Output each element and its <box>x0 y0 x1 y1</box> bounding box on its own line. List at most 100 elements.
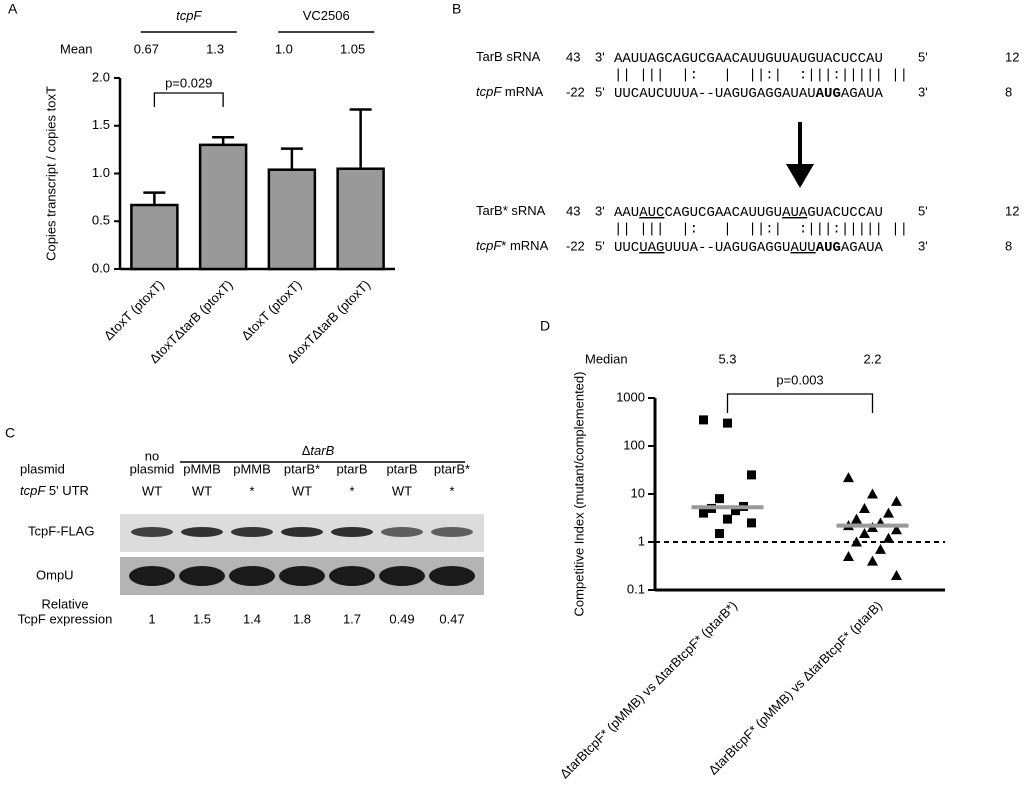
panel-label: D <box>540 318 550 334</box>
median-title: Median <box>585 351 628 366</box>
text-segment: AGAUA <box>841 240 884 256</box>
prime-end: 5' <box>918 203 928 218</box>
point <box>715 529 724 539</box>
y-tick-label: 1000 <box>616 389 645 404</box>
text-segment: 5' UTR <box>45 483 89 498</box>
median-label: 5.3 <box>718 351 736 366</box>
point <box>867 555 878 566</box>
sequence: UUCUAGUUUA--UAGUGAGGUAUUAUGAGAUA <box>614 240 884 256</box>
bar <box>130 203 179 271</box>
y-tick-label: 0.1 <box>627 581 645 596</box>
sequence: AAUAUCCAGUCGAACAUUGUAUAGUACUCCAU <box>614 205 883 221</box>
point <box>891 570 902 581</box>
expression-value: 0.49 <box>389 611 414 626</box>
lane-utr: * <box>249 483 254 498</box>
annotation: p=0.003 <box>776 372 823 387</box>
lane-utr: * <box>449 483 454 498</box>
prime-start: 5' <box>595 84 605 99</box>
position-start: -22 <box>566 238 585 253</box>
text-segment: UUCAUCUUUA--UAGUGAGGAUAU <box>614 86 816 102</box>
point <box>891 495 902 506</box>
text-segment: AUG <box>816 240 841 256</box>
rna-name: TarB* sRNA <box>476 203 546 218</box>
position-end: 12 <box>1005 49 1019 64</box>
text-segment: AUA <box>782 205 808 221</box>
point <box>851 513 862 524</box>
rna-name: tcpF mRNA <box>476 84 544 99</box>
rna-name: tcpF* mRNA <box>476 238 549 253</box>
ompu-band <box>129 566 175 586</box>
bar <box>267 168 317 271</box>
lane-plasmid: ptarB <box>336 461 367 476</box>
text-segment: tcpF <box>476 84 502 99</box>
annotation: p=0.029 <box>165 75 212 90</box>
row-label: tcpF 5' UTR <box>20 483 89 498</box>
point <box>843 472 854 483</box>
point <box>891 524 902 535</box>
point <box>859 502 870 513</box>
point <box>883 507 894 518</box>
position-end: 12 <box>1005 203 1019 218</box>
tcpf-band <box>281 527 323 537</box>
pairing: || ||| |: | ||:| :|||:||||| || <box>614 68 908 84</box>
text-segment: TarB* sRNA <box>476 203 546 218</box>
prime-end: 3' <box>918 238 928 253</box>
pairing: || ||| |: | ||:| :|||:||||| || <box>614 222 908 238</box>
tcpf-band <box>431 527 473 537</box>
point <box>723 418 732 428</box>
tcpf-band <box>181 527 223 537</box>
y-tick-label: 10 <box>631 485 645 500</box>
y-tick-label: 1 <box>638 533 645 548</box>
sequence: AAUUAGCAGUCGAACAUUGUUAUGUACUCCAU <box>614 51 883 67</box>
point <box>715 494 724 504</box>
tcpf-band <box>331 527 373 537</box>
significance-bracket <box>726 393 874 413</box>
y-tick-label: 1.5 <box>92 117 110 132</box>
tcpf-band <box>381 527 423 537</box>
text-segment: tcpF <box>476 238 502 253</box>
point <box>723 514 732 524</box>
significance-bracket <box>153 92 224 107</box>
ompu-band <box>379 566 425 586</box>
position-start: -22 <box>566 84 585 99</box>
panel-label: B <box>452 1 461 17</box>
expression-label: Relative <box>42 596 89 611</box>
rna-name: TarB sRNA <box>476 49 541 64</box>
y-axis-label: Competitive Index (mutant/complemented) <box>571 372 586 617</box>
text-segment: mRNA <box>501 84 543 99</box>
point <box>883 532 894 543</box>
ompu-band <box>179 566 225 586</box>
expression-value: 1.8 <box>293 611 311 626</box>
expression-label: TcpF expression <box>18 611 113 626</box>
tcpf-band <box>131 527 173 537</box>
text-segment: tcpF <box>176 8 202 23</box>
blot-header: ΔtarB <box>302 443 335 458</box>
value-label: 0.67 <box>134 41 159 56</box>
position-end: 8 <box>1005 84 1012 99</box>
x-tick-label: ΔtarBtcpF* (pMMB) vs ΔtarBtcpF* (ptarB) <box>705 598 885 778</box>
lane-utr: WT <box>192 483 212 498</box>
ompu-band <box>279 566 325 586</box>
text-segment: AUC <box>639 205 664 221</box>
lane-plasmid: ptarB <box>386 461 417 476</box>
ompu-band <box>429 566 475 586</box>
text-segment: tcpF <box>20 483 46 498</box>
prime-start: 5' <box>595 238 605 253</box>
position-start: 43 <box>566 203 580 218</box>
median-label: 2.2 <box>863 351 881 366</box>
bar <box>336 167 385 271</box>
text-segment: VC2506 <box>303 8 350 23</box>
y-tick-label: 0.5 <box>92 213 110 228</box>
value-label: 1.3 <box>206 41 224 56</box>
text-segment: TarB sRNA <box>476 49 541 64</box>
point <box>747 470 756 480</box>
expression-value: 1.7 <box>343 611 361 626</box>
expression-value: 1 <box>148 611 155 626</box>
position-start: 43 <box>566 49 580 64</box>
point <box>843 550 854 561</box>
expression-value: 0.47 <box>439 611 464 626</box>
lane-utr: WT <box>392 483 412 498</box>
y-tick-label: 2.0 <box>92 69 110 84</box>
